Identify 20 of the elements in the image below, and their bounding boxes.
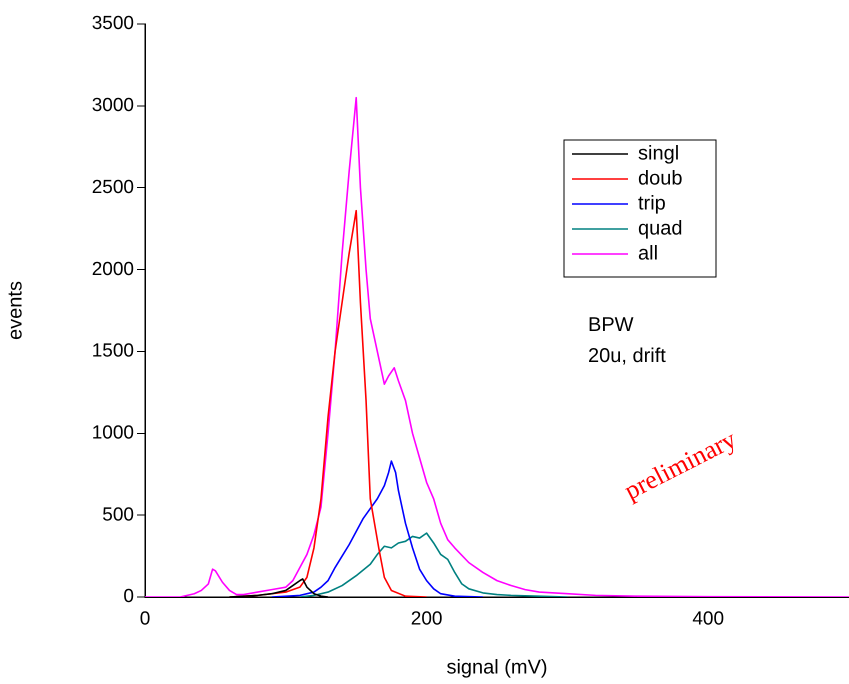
y-tick-label: 3000	[92, 95, 134, 116]
y-tick-label: 2000	[92, 258, 134, 280]
legend-label: trip	[638, 192, 666, 215]
y-tick-label: 500	[102, 504, 134, 526]
y-tick-label: 1500	[92, 340, 134, 362]
legend-label: quad	[638, 218, 682, 240]
y-axis-title: events	[4, 281, 27, 340]
legend-label: singl	[638, 142, 680, 165]
x-tick-label: 0	[140, 608, 150, 630]
x-tick-label: 200	[410, 608, 442, 630]
y-tick-label: 2500	[92, 176, 134, 198]
y-tick-label: 1000	[92, 422, 134, 444]
y-tick-label: 0	[123, 586, 134, 608]
annotation: 20u, drift	[588, 345, 666, 367]
annotation: BPW	[588, 314, 634, 336]
y-tick-label: 3500	[92, 13, 134, 34]
x-axis-title: signal (mV)	[446, 656, 548, 679]
legend-label: all	[638, 242, 658, 265]
legend-label: doub	[638, 168, 682, 190]
x-tick-label: 400	[692, 608, 724, 630]
